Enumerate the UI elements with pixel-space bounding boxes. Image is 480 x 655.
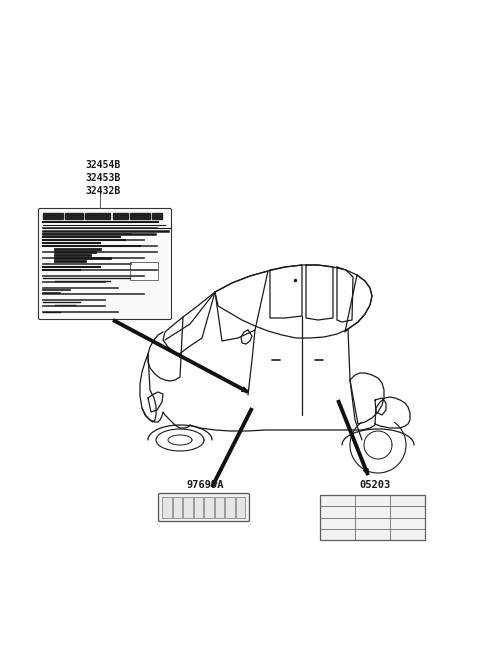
Bar <box>355 495 390 506</box>
Bar <box>355 517 390 529</box>
Polygon shape <box>363 468 368 475</box>
Bar <box>236 497 245 518</box>
Bar <box>320 506 355 517</box>
Bar <box>193 497 203 518</box>
Bar <box>215 497 224 518</box>
Bar <box>355 506 390 517</box>
Bar <box>130 262 158 280</box>
Bar <box>225 497 235 518</box>
Polygon shape <box>241 387 248 392</box>
Bar <box>390 495 425 506</box>
Text: 32453B: 32453B <box>85 173 120 183</box>
Bar <box>390 517 425 529</box>
Bar <box>204 497 214 518</box>
FancyBboxPatch shape <box>158 493 250 521</box>
FancyBboxPatch shape <box>38 208 171 320</box>
Bar <box>130 213 150 219</box>
Text: 32454B: 32454B <box>85 160 120 170</box>
Bar <box>172 497 182 518</box>
Bar <box>320 495 425 540</box>
Text: 32432B: 32432B <box>85 186 120 196</box>
Bar <box>320 495 355 506</box>
Bar <box>85 213 110 219</box>
Polygon shape <box>212 481 217 487</box>
Bar <box>390 506 425 517</box>
Bar <box>390 529 425 540</box>
Bar <box>355 529 390 540</box>
Bar <box>65 213 83 219</box>
Bar <box>152 213 162 219</box>
Text: 05203: 05203 <box>360 480 391 490</box>
Bar <box>43 213 63 219</box>
Bar <box>320 529 355 540</box>
Bar <box>183 497 192 518</box>
Bar <box>162 497 171 518</box>
Bar <box>113 213 128 219</box>
Bar <box>320 517 355 529</box>
Text: 97699A: 97699A <box>186 480 224 490</box>
